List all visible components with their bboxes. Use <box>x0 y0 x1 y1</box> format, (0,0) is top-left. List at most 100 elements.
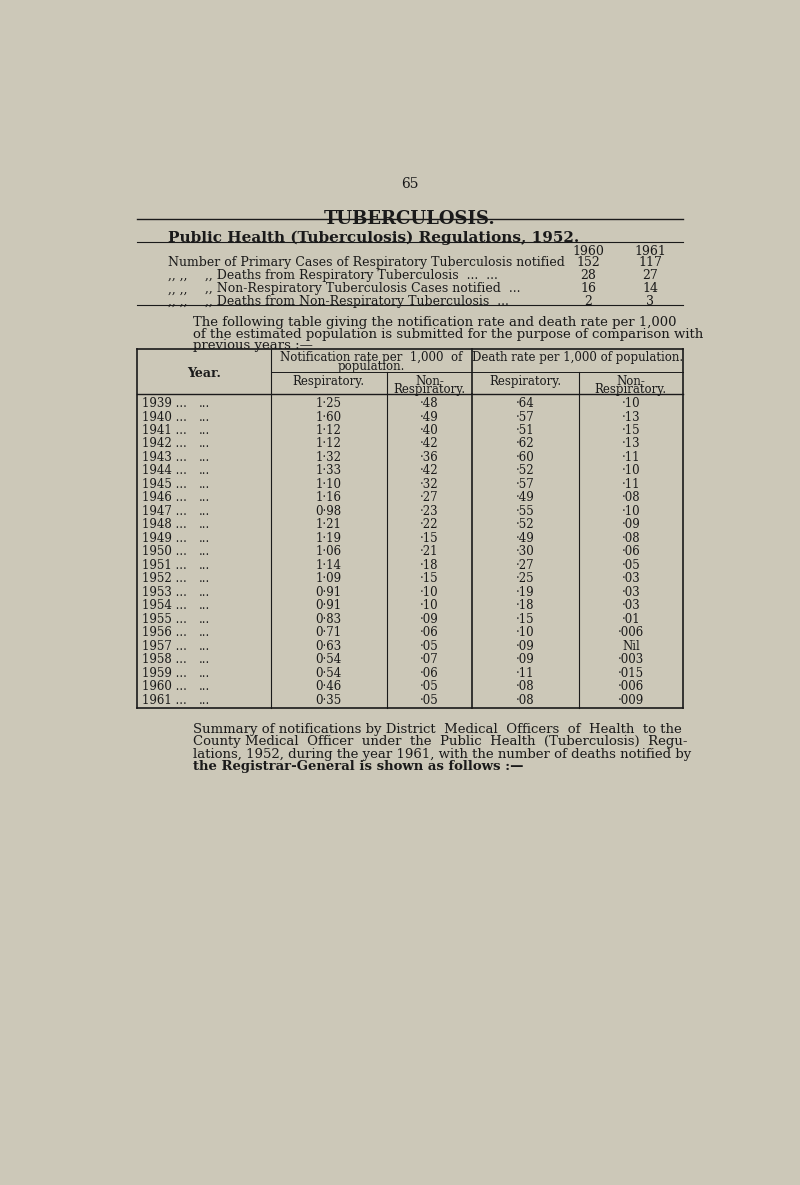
Text: ·25: ·25 <box>516 572 534 585</box>
Text: ·36: ·36 <box>420 451 438 465</box>
Text: ·15: ·15 <box>516 613 534 626</box>
Text: 1·06: 1·06 <box>315 545 342 558</box>
Text: ·48: ·48 <box>420 397 438 410</box>
Text: 0·46: 0·46 <box>315 680 342 693</box>
Text: 1942 ...: 1942 ... <box>142 437 186 450</box>
Text: ·06: ·06 <box>420 626 438 639</box>
Text: ·08: ·08 <box>516 693 534 706</box>
Text: ·11: ·11 <box>622 451 640 465</box>
Text: 1953 ...: 1953 ... <box>142 585 186 598</box>
Text: 1939 ...: 1939 ... <box>142 397 186 410</box>
Text: ·19: ·19 <box>516 585 534 598</box>
Text: ,, ,,: ,, ,, <box>168 269 188 282</box>
Text: 1947 ...: 1947 ... <box>142 505 186 518</box>
Text: ·06: ·06 <box>622 545 640 558</box>
Text: 0·98: 0·98 <box>315 505 342 518</box>
Text: ·15: ·15 <box>420 532 438 545</box>
Text: ·13: ·13 <box>622 437 640 450</box>
Text: ...: ... <box>199 667 210 679</box>
Text: ·23: ·23 <box>420 505 438 518</box>
Text: 1961: 1961 <box>634 244 666 257</box>
Text: 3: 3 <box>646 295 654 308</box>
Text: ·49: ·49 <box>516 532 535 545</box>
Text: Number of Primary Cases of Respiratory Tuberculosis notified: Number of Primary Cases of Respiratory T… <box>168 256 565 269</box>
Text: 1948 ...: 1948 ... <box>142 518 186 531</box>
Text: Non-: Non- <box>415 374 444 387</box>
Text: 1·12: 1·12 <box>316 437 342 450</box>
Text: ·55: ·55 <box>516 505 535 518</box>
Text: ·03: ·03 <box>622 600 640 613</box>
Text: 1·12: 1·12 <box>316 424 342 437</box>
Text: 1958 ...: 1958 ... <box>142 653 186 666</box>
Text: 1951 ...: 1951 ... <box>142 559 186 572</box>
Text: ·03: ·03 <box>622 572 640 585</box>
Text: ·32: ·32 <box>420 478 438 491</box>
Text: lations, 1952, during the year 1961, with the number of deaths notified by: lations, 1952, during the year 1961, wit… <box>193 748 691 761</box>
Text: 1961 ...: 1961 ... <box>142 693 186 706</box>
Text: 16: 16 <box>580 282 596 295</box>
Text: ·006: ·006 <box>618 680 644 693</box>
Text: previous years :—: previous years :— <box>193 339 313 352</box>
Text: 1957 ...: 1957 ... <box>142 640 186 653</box>
Text: ·009: ·009 <box>618 693 644 706</box>
Text: ...: ... <box>199 585 210 598</box>
Text: 1943 ...: 1943 ... <box>142 451 186 465</box>
Text: 1959 ...: 1959 ... <box>142 667 186 679</box>
Text: ·09: ·09 <box>420 613 438 626</box>
Text: ·10: ·10 <box>622 505 640 518</box>
Text: ...: ... <box>199 545 210 558</box>
Text: ...: ... <box>199 613 210 626</box>
Text: 14: 14 <box>642 282 658 295</box>
Text: ·52: ·52 <box>516 465 534 478</box>
Text: Respiratory.: Respiratory. <box>394 383 466 396</box>
Text: ·07: ·07 <box>420 653 438 666</box>
Text: ·52: ·52 <box>516 518 534 531</box>
Text: 0·63: 0·63 <box>315 640 342 653</box>
Text: 1960 ...: 1960 ... <box>142 680 186 693</box>
Text: ·22: ·22 <box>420 518 438 531</box>
Text: ·10: ·10 <box>622 465 640 478</box>
Text: ...: ... <box>199 410 210 423</box>
Text: ...: ... <box>199 451 210 465</box>
Text: ·49: ·49 <box>516 492 535 505</box>
Text: ·64: ·64 <box>516 397 535 410</box>
Text: 1·14: 1·14 <box>316 559 342 572</box>
Text: 1940 ...: 1940 ... <box>142 410 186 423</box>
Text: 152: 152 <box>576 256 600 269</box>
Text: 117: 117 <box>638 256 662 269</box>
Text: The following table giving the notification rate and death rate per 1,000: The following table giving the notificat… <box>193 316 677 329</box>
Text: County Medical  Officer  under  the  Public  Health  (Tuberculosis)  Regu-: County Medical Officer under the Public … <box>193 736 687 749</box>
Text: ...: ... <box>199 680 210 693</box>
Text: ·003: ·003 <box>618 653 644 666</box>
Text: ·27: ·27 <box>516 559 534 572</box>
Text: ·006: ·006 <box>618 626 644 639</box>
Text: ...: ... <box>199 532 210 545</box>
Text: ·60: ·60 <box>516 451 535 465</box>
Text: ·18: ·18 <box>516 600 534 613</box>
Text: 1·09: 1·09 <box>315 572 342 585</box>
Text: ,, ,,: ,, ,, <box>168 295 188 308</box>
Text: ·30: ·30 <box>516 545 535 558</box>
Text: Public Health (Tuberculosis) Regulations, 1952.: Public Health (Tuberculosis) Regulations… <box>168 231 579 245</box>
Text: ·15: ·15 <box>622 424 640 437</box>
Text: 0·91: 0·91 <box>315 600 342 613</box>
Text: ...: ... <box>199 478 210 491</box>
Text: ·13: ·13 <box>622 410 640 423</box>
Text: ,, ,,: ,, ,, <box>168 282 188 295</box>
Text: ...: ... <box>199 693 210 706</box>
Text: ·01: ·01 <box>622 613 640 626</box>
Text: ·015: ·015 <box>618 667 644 679</box>
Text: ...: ... <box>199 437 210 450</box>
Text: ·51: ·51 <box>516 424 534 437</box>
Text: ·11: ·11 <box>622 478 640 491</box>
Text: 1·10: 1·10 <box>316 478 342 491</box>
Text: ...: ... <box>199 505 210 518</box>
Text: 1945 ...: 1945 ... <box>142 478 186 491</box>
Text: 0·54: 0·54 <box>315 653 342 666</box>
Text: 1949 ...: 1949 ... <box>142 532 186 545</box>
Text: ·27: ·27 <box>420 492 438 505</box>
Text: ...: ... <box>199 465 210 478</box>
Text: ·18: ·18 <box>420 559 438 572</box>
Text: 1·32: 1·32 <box>316 451 342 465</box>
Text: 65: 65 <box>402 177 418 191</box>
